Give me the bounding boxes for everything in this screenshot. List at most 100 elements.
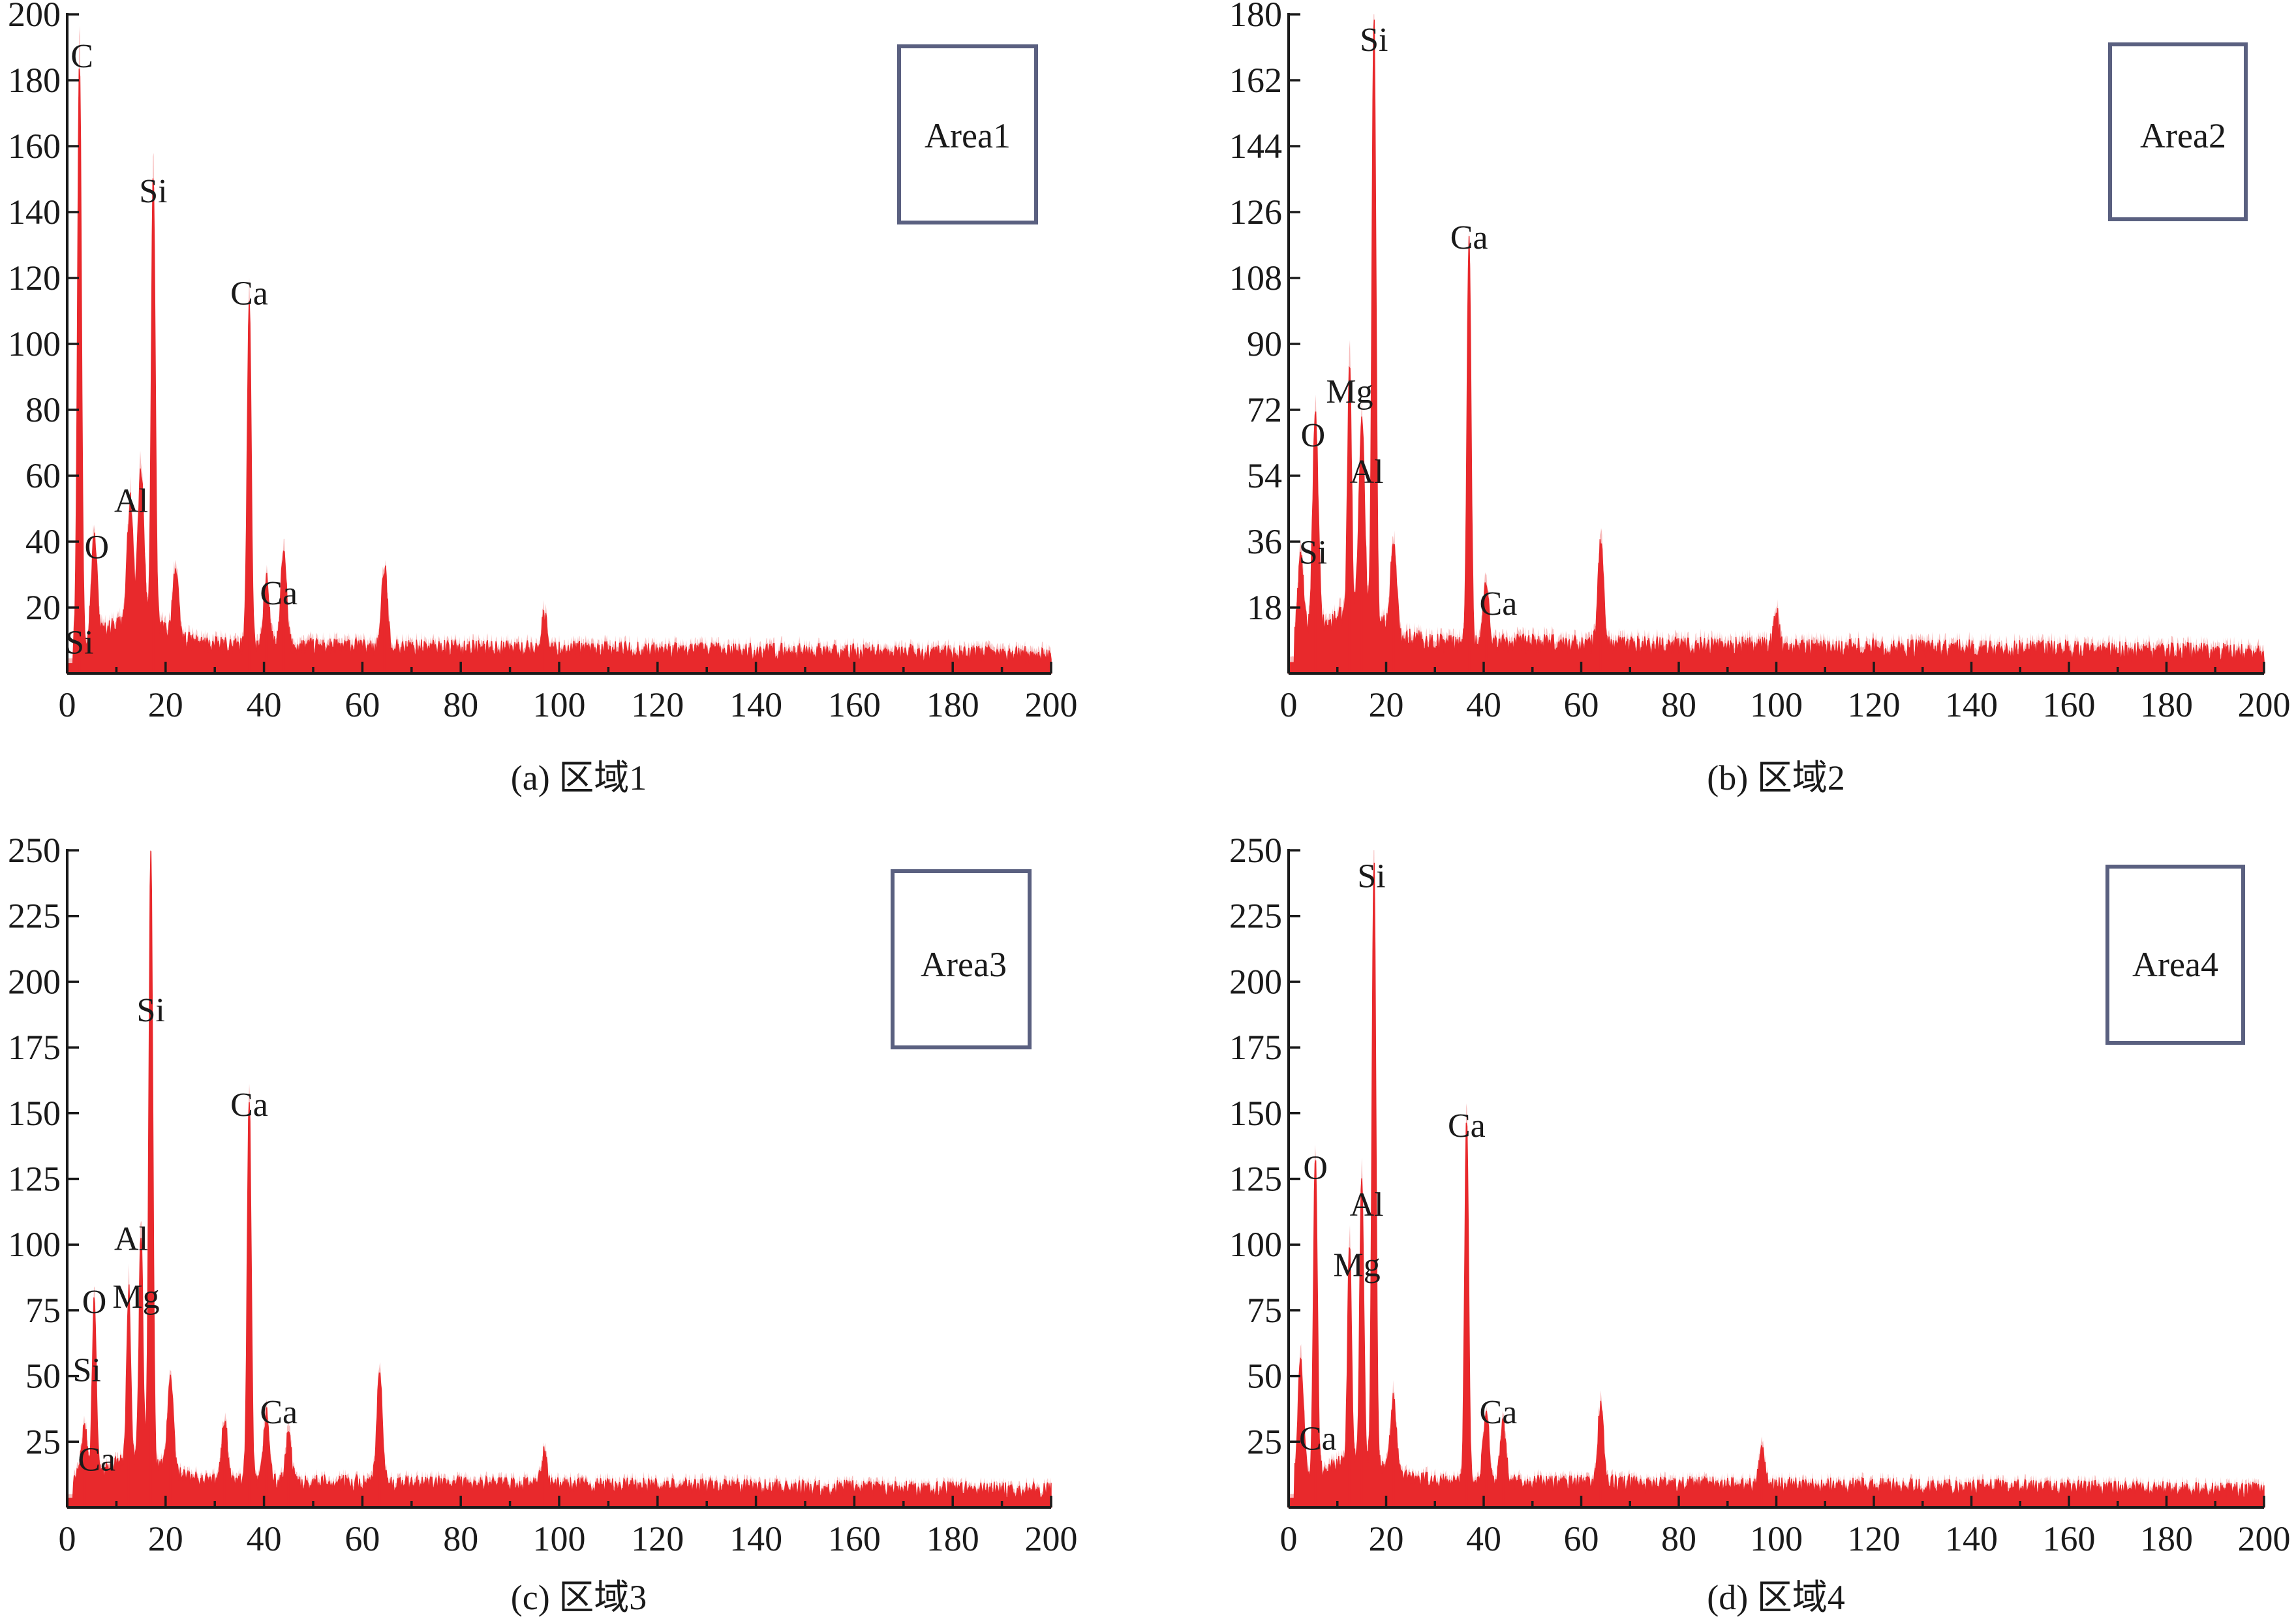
spectrum-panel-area3: 0 20 40 60 80 100 120 140 160 180 200 25 50 75 100 125 1… bbox=[8, 831, 1078, 1558]
peak-annotation-al: Al bbox=[114, 483, 148, 520]
peak-annotation-mg: Mg bbox=[112, 1278, 159, 1316]
x-tick-label: 100 bbox=[1750, 1519, 1803, 1558]
y-tick-label: 200 bbox=[1229, 962, 1282, 1001]
x-tick-label: 40 bbox=[1466, 685, 1501, 724]
x-tick-label: 60 bbox=[344, 685, 380, 724]
x-tick-label: 120 bbox=[1848, 1519, 1901, 1558]
peak-annotation-si: Si bbox=[65, 625, 93, 662]
peak-annotation-si: Si bbox=[1357, 857, 1385, 895]
peak-annotation-si: Si bbox=[1360, 22, 1388, 59]
x-tick-label: 40 bbox=[1466, 1519, 1501, 1558]
y-tick-label: 90 bbox=[1247, 324, 1282, 363]
spectrum-halo bbox=[67, 850, 1051, 1507]
y-tick-label: 180 bbox=[8, 61, 61, 100]
peak-annotation-al: Al bbox=[1350, 1186, 1384, 1224]
y-tick-label: 54 bbox=[1247, 456, 1282, 495]
peak-annotation-al: Al bbox=[114, 1220, 148, 1258]
legend-label-area2: Area2 bbox=[2140, 116, 2226, 155]
peak-annotation-si: Si bbox=[1299, 534, 1327, 572]
y-tick-label: 72 bbox=[1247, 390, 1282, 429]
y-tick-label: 100 bbox=[8, 324, 61, 363]
spectrum-series bbox=[67, 851, 1052, 1508]
peak-annotation-ca: Ca bbox=[260, 575, 298, 612]
y-tick-label: 150 bbox=[8, 1094, 61, 1133]
x-tick-label: 160 bbox=[2043, 685, 2096, 724]
y-tick-label: 20 bbox=[25, 588, 61, 627]
peak-annotation-mg: Mg bbox=[1334, 1247, 1381, 1284]
x-tick-label: 160 bbox=[828, 685, 881, 724]
peak-annotation-o: O bbox=[1303, 1150, 1328, 1187]
peak-annotation-ca: Ca bbox=[230, 1087, 268, 1124]
peak-annotation-ca: Ca bbox=[260, 1394, 298, 1431]
legend-box-area4: Area4 bbox=[2105, 865, 2245, 1045]
y-tick-label: 100 bbox=[1229, 1225, 1282, 1264]
x-tick-label: 140 bbox=[729, 685, 782, 724]
y-tick-label: 175 bbox=[8, 1028, 61, 1067]
x-tick-label: 120 bbox=[631, 1519, 684, 1558]
x-tick-label: 0 bbox=[59, 1519, 76, 1558]
legend-label-area1: Area1 bbox=[925, 116, 1011, 155]
x-tick-label: 180 bbox=[2140, 1519, 2193, 1558]
x-tick-label: 20 bbox=[1369, 1519, 1404, 1558]
spectrum-series bbox=[67, 69, 1052, 674]
y-tick-label: 120 bbox=[8, 258, 61, 298]
x-tick-label: 100 bbox=[533, 685, 586, 724]
y-tick-label: 200 bbox=[8, 962, 61, 1001]
x-tick-label: 160 bbox=[828, 1519, 881, 1558]
legend-box-area2: Area2 bbox=[2108, 42, 2248, 221]
x-tick-label: 100 bbox=[533, 1519, 586, 1558]
y-tick-label: 160 bbox=[8, 127, 61, 166]
spectrum-panel-area2: 0 20 40 60 80 100 120 140 160 180 200 18 36 54 72 90 108… bbox=[1229, 0, 2291, 724]
y-tick-label: 75 bbox=[1247, 1291, 1282, 1330]
x-tick-label: 80 bbox=[443, 685, 478, 724]
x-tick-label: 0 bbox=[1280, 1519, 1298, 1558]
y-tick-label: 125 bbox=[8, 1160, 61, 1199]
x-tick-label: 20 bbox=[148, 1519, 183, 1558]
peak-annotation-ca: Ca bbox=[78, 1442, 115, 1479]
x-tick-label: 160 bbox=[2043, 1519, 2096, 1558]
y-tick-label: 225 bbox=[1229, 897, 1282, 936]
peak-annotation-ca: Ca bbox=[1480, 585, 1518, 623]
x-tick-label: 140 bbox=[1945, 685, 1998, 724]
y-tick-label: 250 bbox=[1229, 831, 1282, 870]
legend-label-area4: Area4 bbox=[2132, 945, 2218, 984]
peak-annotation-si: Si bbox=[72, 1352, 100, 1389]
x-tick-label: 40 bbox=[247, 685, 282, 724]
y-tick-label: 250 bbox=[8, 831, 61, 870]
x-tick-label: 120 bbox=[1848, 685, 1901, 724]
x-tick-label: 200 bbox=[1025, 1519, 1078, 1558]
x-tick-label: 100 bbox=[1750, 685, 1803, 724]
peak-annotation-ca: Ca bbox=[1448, 1107, 1486, 1145]
caption-area2: (b) 区域2 bbox=[1707, 758, 1844, 797]
x-tick-label: 60 bbox=[1564, 1519, 1599, 1558]
x-tick-label: 20 bbox=[1369, 685, 1404, 724]
y-tick-label: 36 bbox=[1247, 522, 1282, 561]
peak-annotation-c: C bbox=[70, 38, 93, 75]
x-tick-label: 20 bbox=[148, 685, 183, 724]
y-tick-label: 144 bbox=[1229, 127, 1282, 166]
peak-annotation-si: Si bbox=[139, 173, 167, 210]
x-tick-label: 180 bbox=[926, 1519, 979, 1558]
peak-annotation-ca: Ca bbox=[1480, 1394, 1518, 1431]
y-tick-label: 140 bbox=[8, 193, 61, 232]
spectrum-panel-area1: 0 20 40 60 80 100 120 140 160 180 200 20 40 60 80 100 12… bbox=[8, 0, 1078, 724]
spectrum-series bbox=[1288, 20, 2265, 674]
peak-annotation-o: O bbox=[82, 1284, 107, 1321]
spectrum-series bbox=[1288, 862, 2265, 1508]
y-tick-label: 200 bbox=[8, 0, 61, 34]
x-tick-label: 80 bbox=[443, 1519, 478, 1558]
y-tick-label: 60 bbox=[25, 456, 61, 495]
x-tick-label: 0 bbox=[59, 685, 76, 724]
peak-annotation-si: Si bbox=[136, 992, 164, 1029]
x-tick-label: 140 bbox=[729, 1519, 782, 1558]
y-tick-label: 18 bbox=[1247, 588, 1282, 627]
y-tick-label: 162 bbox=[1229, 61, 1282, 100]
x-tick-label: 40 bbox=[247, 1519, 282, 1558]
x-tick-label: 140 bbox=[1945, 1519, 1998, 1558]
peak-annotation-o: O bbox=[84, 529, 109, 566]
x-tick-label: 60 bbox=[344, 1519, 380, 1558]
legend-box-area3: Area3 bbox=[891, 869, 1032, 1049]
caption-area3: (c) 区域3 bbox=[511, 1578, 647, 1617]
peak-annotation-al: Al bbox=[1350, 454, 1384, 491]
